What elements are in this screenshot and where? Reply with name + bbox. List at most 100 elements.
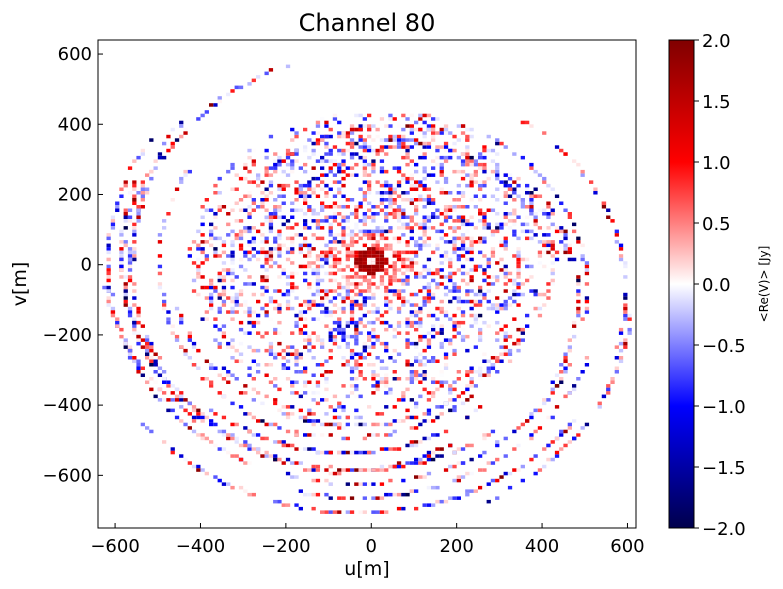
heatmap-cell [191,289,197,293]
heatmap-cell [516,303,521,307]
heatmap-cell [456,370,461,374]
heatmap-cell [145,334,150,339]
heatmap-cell [127,261,133,265]
heatmap-cell [452,296,457,300]
heatmap-cell [277,183,282,188]
heatmap-cell [191,278,197,283]
heatmap-cell [345,215,350,220]
heatmap-cell [482,436,487,441]
heatmap-cell [251,159,256,163]
heatmap-cell [384,229,389,234]
heatmap-cell [448,257,453,262]
heatmap-cell [123,208,128,213]
heatmap-cell [482,271,487,276]
heatmap-cell [277,215,282,220]
heatmap-cell [414,313,419,318]
heatmap-cell [486,275,491,279]
heatmap-cell [285,471,291,476]
heatmap-cell [495,478,500,483]
heatmap-cell [388,226,393,230]
heatmap-cell [469,236,474,241]
heatmap-cell [499,296,504,300]
heatmap-cell [183,352,188,357]
heatmap-cell [273,457,278,462]
heatmap-cell [174,415,180,420]
heatmap-cell [618,356,624,360]
heatmap-cell [465,334,470,339]
heatmap-cell [337,212,342,216]
heatmap-cell [392,236,397,241]
heatmap-cell [230,401,235,406]
heatmap-cell [384,384,389,388]
heatmap-cell [307,310,312,314]
colorbar-tick-label: 2.0 [702,31,731,52]
heatmap-cell [507,352,513,357]
heatmap-cell [388,191,393,195]
heatmap-cell [106,278,111,283]
heatmap-cell [209,229,214,234]
heatmap-cell [226,233,231,237]
heatmap-cell [332,320,338,325]
heatmap-cell [345,148,350,153]
heatmap-cell [145,345,150,349]
heatmap-cell [315,419,321,423]
heatmap-cell [367,113,372,118]
heatmap-cell [362,468,367,472]
heatmap-cell [230,243,235,248]
heatmap-cell [367,134,372,139]
heatmap-cell [426,359,432,364]
heatmap-cell [179,391,184,395]
heatmap-cell [418,194,423,199]
heatmap-cell [157,398,163,402]
heatmap-cell [426,127,432,132]
heatmap-cell [251,208,256,213]
heatmap-cell [247,180,252,184]
heatmap-cell [251,377,256,381]
heatmap-cell [478,250,483,255]
heatmap-cell [401,398,406,402]
heatmap-cell [136,191,141,195]
heatmap-cell [341,169,346,174]
colorbar-tick-label: 1.5 [702,92,731,113]
heatmap-cell [426,141,432,146]
heatmap-cell [354,212,359,216]
heatmap-cell [238,289,244,293]
heatmap-cell [550,387,555,392]
heatmap-cell [439,162,444,167]
heatmap-cell [307,303,312,307]
heatmap-cell [127,254,133,258]
heatmap-cell [405,243,410,248]
heatmap-cell [238,320,244,325]
heatmap-cell [341,405,346,409]
heatmap-cell [341,215,346,220]
heatmap-cell [542,292,547,297]
heatmap-cell [533,408,538,413]
heatmap-cell [379,208,385,213]
heatmap-cell [379,117,385,121]
heatmap-cell [490,229,496,234]
heatmap-cell [264,166,269,170]
heatmap-cell [388,145,393,149]
heatmap-cell [384,257,389,262]
heatmap-cell [247,331,252,335]
heatmap-cell [187,254,192,258]
heatmap-cell [311,148,316,153]
heatmap-cell [354,162,359,167]
heatmap-cell [456,377,461,381]
heatmap-cell [200,250,205,255]
heatmap-cell [303,264,308,269]
heatmap-cell [460,131,466,135]
heatmap-cell [371,303,376,307]
heatmap-cell [452,324,457,328]
heatmap-cell [456,324,461,328]
heatmap-cell [422,240,427,244]
heatmap-cell [298,489,303,493]
heatmap-cell [209,422,214,427]
heatmap-cell [563,236,568,241]
heatmap-cell [268,341,274,346]
heatmap-cell [268,222,274,227]
heatmap-cell [337,306,342,311]
heatmap-cell [247,240,252,244]
heatmap-cell [337,131,342,135]
heatmap-cell [431,380,436,385]
